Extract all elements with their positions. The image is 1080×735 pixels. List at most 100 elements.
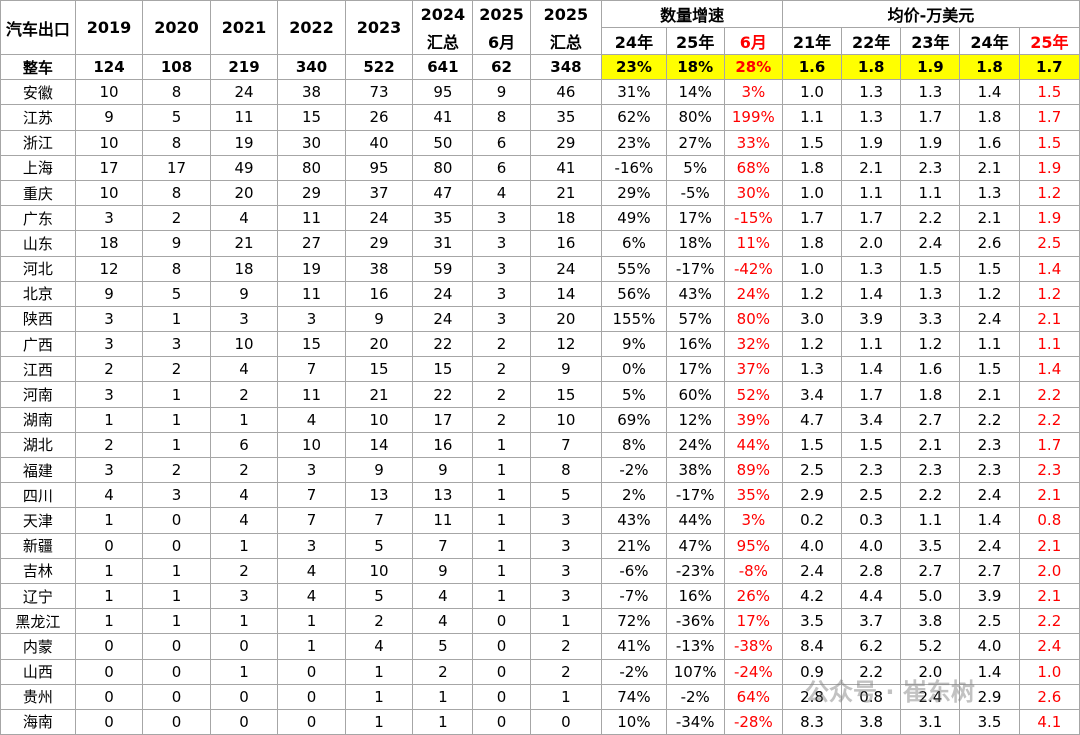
table-cell: 72% (601, 608, 667, 635)
table-cell: 1.7 (841, 205, 902, 232)
table-cell: 14% (665, 79, 725, 106)
table-cell: 1 (277, 608, 346, 635)
table-cell: 1 (142, 582, 211, 610)
table-cell: 43% (601, 507, 667, 534)
table-cell: 陕西 (0, 305, 76, 333)
table-cell: 6.2 (841, 633, 902, 660)
table-row: 福建 3 2 2 3 9 9 1 8 -2% 38% 89% 2.5 2.3 2.3 2.3 2.3 (0, 456, 1080, 484)
table-cell: 2.1 (1018, 582, 1080, 610)
table-cell: 2 (472, 406, 531, 433)
table-cell: 福建 (0, 456, 76, 484)
table-cell: 1.5 (1018, 129, 1080, 156)
table-cell: 31% (601, 79, 667, 106)
table-cell: 1 (142, 381, 211, 408)
table-cell: 2.1 (1018, 482, 1080, 509)
table-cell: 1.9 (841, 129, 902, 156)
table-cell: 3.0 (781, 305, 843, 333)
table-cell: -2% (601, 658, 667, 685)
table-cell: -6% (601, 557, 667, 584)
table-cell: 27 (277, 230, 346, 257)
table-cell: 3.7 (841, 608, 902, 635)
table-cell: 0 (277, 658, 346, 685)
table-cell: 1.5 (841, 431, 902, 459)
table-cell: 0 (209, 633, 279, 660)
table-cell: 3.1 (900, 708, 961, 735)
table-cell: 1.2 (1018, 280, 1080, 307)
table-cell: 1.4 (959, 79, 1020, 106)
table-cell: 1.1 (781, 104, 843, 131)
table-cell: 6% (601, 230, 667, 257)
table-cell: 2.0 (900, 658, 961, 685)
table-cell: 9 (142, 230, 211, 257)
table-cell: 1 (344, 708, 414, 735)
table-cell: 14 (529, 280, 603, 307)
header-cell: 6月 (472, 27, 531, 55)
table-cell: 1.2 (959, 280, 1020, 307)
table-cell: 30 (277, 129, 346, 156)
table-cell: 1.7 (781, 205, 843, 232)
table-cell: 0 (277, 683, 346, 710)
table-cell: 10 (74, 79, 144, 106)
table-cell: 3 (472, 305, 531, 333)
table-cell: 28% (723, 53, 783, 81)
table-cell: 1 (344, 683, 414, 710)
table-row: 内蒙 0 0 0 1 4 5 0 2 41% -13% -38% 8.4 6.2 5.2 4.0 2.4 (0, 633, 1080, 660)
table-cell: 0 (472, 708, 531, 735)
table-cell: 1.3 (841, 255, 902, 282)
header-cell: 25年 (1018, 27, 1080, 55)
table-cell: 2 (74, 431, 144, 459)
table-cell: 1.7 (900, 104, 961, 131)
table-cell: 5% (601, 381, 667, 408)
table-cell: 219 (209, 53, 279, 81)
table-row: 山东 18 9 21 27 29 31 3 16 6% 18% 11% 1.8 2.0 2.4 2.6 2.5 (0, 230, 1080, 257)
table-cell: 17 (74, 154, 144, 181)
table-cell: -2% (601, 456, 667, 484)
table-cell: 52% (723, 381, 783, 408)
table-row: 新疆 0 0 1 3 5 7 1 3 21% 47% 95% 4.0 4.0 3.5 2.4 2.1 (0, 532, 1080, 559)
table-cell: 5 (412, 633, 474, 660)
table-cell: 1.1 (841, 179, 902, 207)
table-cell: 2 (74, 356, 144, 383)
table-cell: 6 (472, 154, 531, 181)
table-cell: 22 (412, 331, 474, 358)
table-cell: 4.1 (1018, 708, 1080, 735)
table-cell: 11 (412, 507, 474, 534)
table-cell: 1.8 (959, 104, 1020, 131)
table-cell: 1.8 (781, 154, 843, 181)
table-cell: 2 (142, 205, 211, 232)
table-cell: 0% (601, 356, 667, 383)
table-cell: 20 (529, 305, 603, 333)
table-cell: 13 (412, 482, 474, 509)
table-cell: 1 (472, 482, 531, 509)
header-cell: 2024 (412, 0, 474, 28)
table-cell: 3 (472, 255, 531, 282)
table-cell: 1 (529, 608, 603, 635)
table-cell: 1.2 (781, 331, 843, 358)
table-cell: 2.8 (841, 557, 902, 584)
table-cell: 0 (74, 683, 144, 710)
table-cell: 2 (344, 608, 414, 635)
table-cell: 3 (277, 532, 346, 559)
table-cell: 5 (529, 482, 603, 509)
table-cell: 2.3 (959, 456, 1020, 484)
table-cell: 522 (344, 53, 414, 81)
table-cell: 1.7 (1018, 53, 1080, 81)
table-cell: 3% (723, 507, 783, 534)
table-cell: 0 (142, 507, 211, 534)
table-row: 浙江 10 8 19 30 40 50 6 29 23% 27% 33% 1.5 1.9 1.9 1.6 1.5 (0, 129, 1080, 156)
table-cell: 3 (472, 230, 531, 257)
table-cell: 9% (601, 331, 667, 358)
table-cell: 17 (142, 154, 211, 181)
table-cell: 19 (277, 255, 346, 282)
table-cell: 7 (344, 507, 414, 534)
table-cell: 2.5 (1018, 230, 1080, 257)
table-cell: 2.8 (781, 683, 843, 710)
table-cell: 4.0 (959, 633, 1020, 660)
table-cell: 1.0 (781, 255, 843, 282)
table-cell: 4 (74, 482, 144, 509)
table-cell: 0 (209, 708, 279, 735)
table-cell: 2 (209, 381, 279, 408)
table-cell: 6 (472, 129, 531, 156)
table-cell: 1.8 (900, 381, 961, 408)
